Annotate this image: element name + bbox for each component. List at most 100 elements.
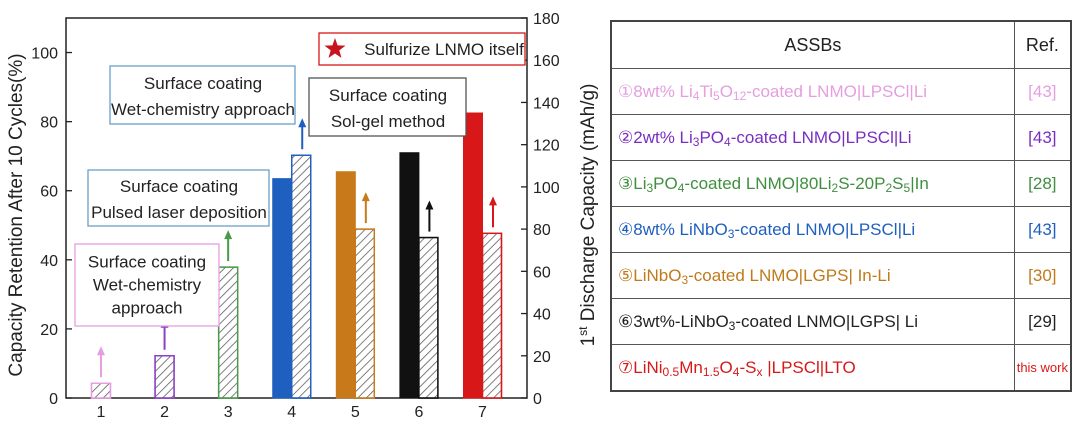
star-icon xyxy=(324,38,346,58)
row-number-badge: ③ xyxy=(618,173,634,193)
formula-subscript: 12 xyxy=(732,88,747,103)
formula-subscript: x xyxy=(756,364,763,379)
annotation-text: Wet-chemistry approach xyxy=(111,100,295,119)
formula-text: -coated LNMO|LGPS| Li xyxy=(735,311,919,331)
formula-subscript: 0.5 xyxy=(662,364,680,379)
formula-text: -coated LNMO|LPSCl|Li xyxy=(730,127,912,147)
annotation-box xyxy=(318,32,526,66)
ref-cell: [43] xyxy=(1013,68,1072,115)
assb-cell: ⑦LiNi0.5Mn1.5O4-Sx |LPSCl|LTO xyxy=(610,344,1015,392)
ref-cell: [43] xyxy=(1013,206,1072,253)
formula-text: 8wt% Li xyxy=(633,81,693,101)
bar-discharge-capacity xyxy=(291,154,312,399)
formula-text: |LPSCl|LTO xyxy=(762,357,856,377)
y-right-tick-label: 80 xyxy=(533,222,551,239)
formula-text: -coated LNMO|LPSCl|Li xyxy=(734,219,916,239)
arrow-up-head xyxy=(488,196,497,206)
annotation-text: Surface coating xyxy=(144,74,262,93)
table-row: ⑥3wt%-LiNbO3-coated LNMO|LGPS| Li [29] xyxy=(610,298,1072,345)
table-row: ⑤LiNbO3-coated LNMO|LGPS| In-Li [30] xyxy=(610,252,1072,299)
y-left-tick-label: 20 xyxy=(40,322,58,339)
table-row: ④8wt% LiNbO3-coated LNMO|LPSCl|Li [43] xyxy=(610,206,1072,253)
table-header-ref: Ref. xyxy=(1013,20,1072,69)
x-tick-label: 2 xyxy=(160,404,169,421)
formula-text: LiNi xyxy=(633,357,663,377)
x-tick-label: 5 xyxy=(351,404,360,421)
y-right-tick-label: 140 xyxy=(533,95,560,112)
formula-text: |In xyxy=(910,173,929,193)
table-row: ③Li3PO4-coated LNMO|80Li2S-20P2S5|In [28] xyxy=(610,160,1072,207)
arrow-up-head xyxy=(224,230,233,240)
y-axis-left-label: Capacity Retention After 10 Cycles(%) xyxy=(6,53,27,376)
annotation-box xyxy=(74,243,220,327)
formula-text: S xyxy=(892,173,904,193)
formula-text: Ti xyxy=(699,81,713,101)
y-axis-right-label: 1st Discharge Capacity (mAh/g) xyxy=(576,84,599,347)
bar-discharge-capacity xyxy=(354,228,376,399)
table-body: ①8wt% Li4Ti5O12-coated LNMO|LPSCl|Li [43]… xyxy=(610,68,1072,392)
y-left-tick-label: 100 xyxy=(31,46,58,63)
formula-text: 8wt% LiNbO xyxy=(633,219,728,239)
formula-text: PO xyxy=(653,173,678,193)
bar-capacity-retention xyxy=(272,178,293,399)
arrow-up-head xyxy=(425,200,434,210)
formula-text: Li xyxy=(633,173,647,193)
table-row: ①8wt% Li4Ti5O12-coated LNMO|LPSCl|Li [43] xyxy=(610,68,1072,115)
bar-discharge-capacity xyxy=(418,236,439,399)
assb-cell: ③Li3PO4-coated LNMO|80Li2S-20P2S5|In xyxy=(610,160,1015,207)
formula-subscript: 4 xyxy=(692,88,700,103)
table-row: ⑦LiNi0.5Mn1.5O4-Sx |LPSCl|LTO this work xyxy=(610,344,1072,392)
formula-subscript: 5 xyxy=(713,88,720,103)
assb-cell: ①8wt% Li4Ti5O12-coated LNMO|LPSCl|Li xyxy=(610,68,1015,115)
y-right-tick-label: 20 xyxy=(533,349,551,366)
formula-subscript: 4 xyxy=(677,180,685,195)
formula-text: Mn xyxy=(679,357,703,377)
bar-discharge-capacity xyxy=(217,266,239,399)
arrow-up-head xyxy=(96,346,105,356)
ref-cell: [43] xyxy=(1013,114,1072,161)
formula-text: -S xyxy=(739,357,757,377)
formula-subscript: 4 xyxy=(724,134,731,149)
x-tick-label: 6 xyxy=(414,404,423,421)
formula-text: -coated LNMO|LGPS| In-Li xyxy=(688,265,891,285)
annotation-text: Pulsed laser deposition xyxy=(91,203,267,222)
bar-discharge-capacity xyxy=(481,232,503,399)
formula-text: O xyxy=(719,357,733,377)
formula-text: O xyxy=(719,81,733,101)
assbs-table: ASSBs Ref. ①8wt% Li4Ti5O12-coated LNMO|L… xyxy=(610,20,1072,392)
formula-subscript: 4 xyxy=(732,364,740,379)
formula-subscript: 3 xyxy=(646,180,654,195)
y-left-tick-label: 80 xyxy=(40,115,58,132)
bar-capacity-retention xyxy=(462,112,483,399)
formula-text: LiNbO xyxy=(633,265,682,285)
y-right-tick-label: 0 xyxy=(533,391,542,408)
ref-cell: [30] xyxy=(1013,252,1072,299)
annotation-text: Sol-gel method xyxy=(331,112,445,131)
bar-capacity-retention xyxy=(399,152,420,399)
formula-text: S-20P xyxy=(838,173,886,193)
row-number-badge: ① xyxy=(618,81,634,101)
formula-text: -coated LNMO|LPSCl|Li xyxy=(746,81,928,101)
bar-capacity-retention xyxy=(335,171,356,399)
row-number-badge: ⑦ xyxy=(618,357,634,377)
row-number-badge: ⑤ xyxy=(618,265,634,285)
bar-discharge-capacity xyxy=(154,355,175,399)
table-row: ②2wt% Li3PO4-coated LNMO|LPSCl|Li [43] xyxy=(610,114,1072,161)
y-left-tick-label: 60 xyxy=(40,184,58,201)
axes-layer: 0 20 40 60 80 100 0 20 40 60 80 100 120 140 160 180 1 2 3 4… xyxy=(31,11,560,421)
annotation-text: Sulfurize LNMO itself xyxy=(364,40,524,59)
annotations-layer: Surface coating Wet-chemistry approach Surf… xyxy=(74,32,526,327)
assb-cell: ②2wt% Li3PO4-coated LNMO|LPSCl|Li xyxy=(610,114,1015,161)
assb-cell: ⑤LiNbO3-coated LNMO|LGPS| In-Li xyxy=(610,252,1015,299)
y-right-tick-label: 160 xyxy=(533,53,560,70)
row-number-badge: ② xyxy=(618,127,634,147)
annotation-text: approach xyxy=(112,299,183,318)
bar-discharge-capacity xyxy=(90,382,112,399)
table-header-row: ASSBs Ref. xyxy=(610,20,1072,69)
x-tick-label: 1 xyxy=(97,404,106,421)
formula-subscript: 3 xyxy=(727,226,735,241)
formula-subscript: 5 xyxy=(903,180,911,195)
formula-text: -coated LNMO|80Li xyxy=(684,173,832,193)
arrow-up-head xyxy=(298,118,307,128)
y-right-tick-label: 100 xyxy=(533,180,560,197)
